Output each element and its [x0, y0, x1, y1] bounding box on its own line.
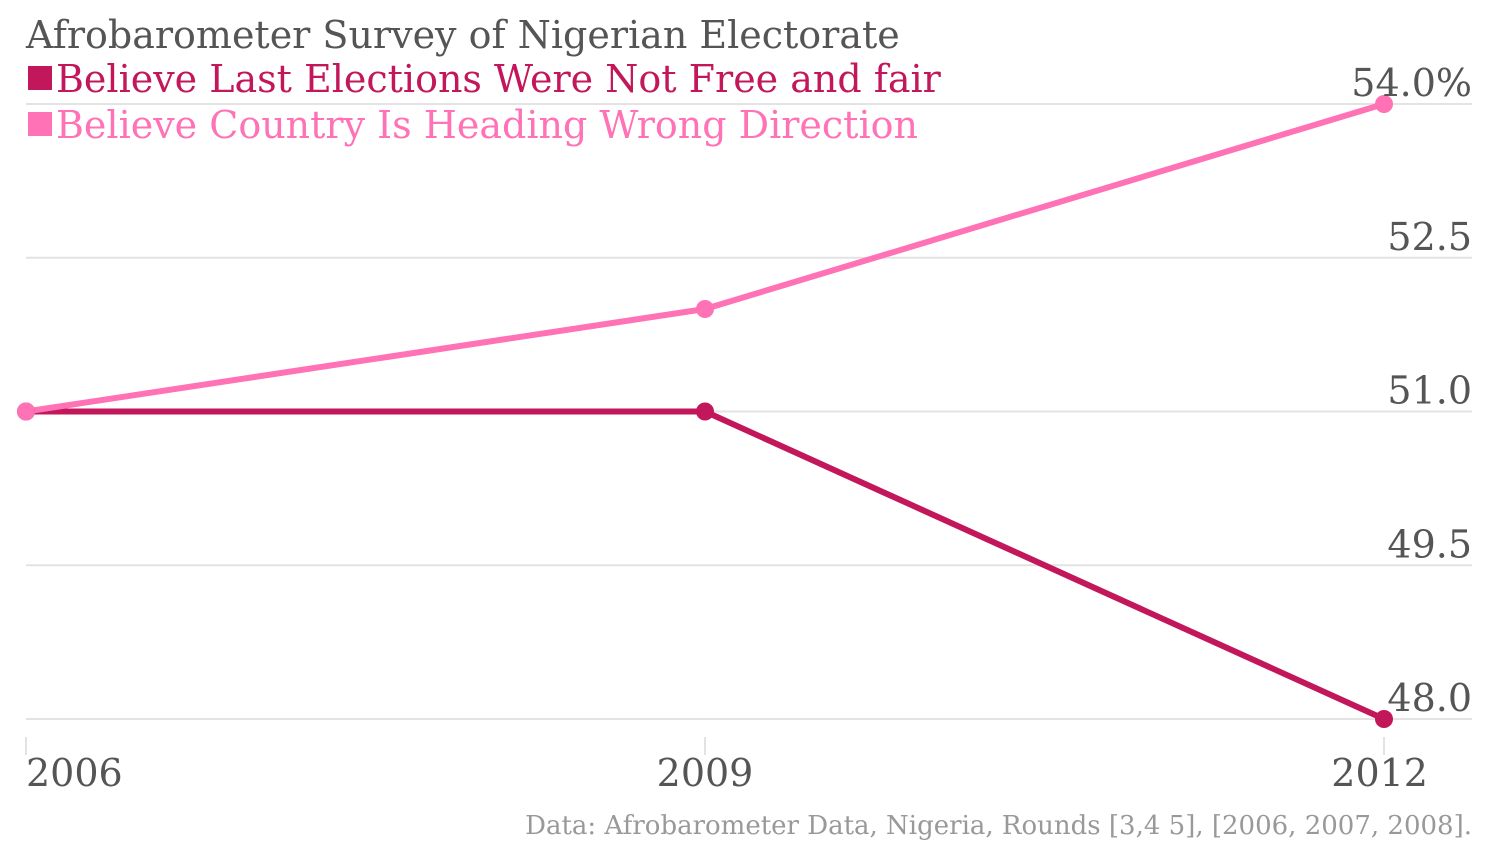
legend-swatch-elections — [28, 66, 52, 90]
data-point[interactable] — [17, 402, 35, 421]
series-points — [17, 95, 1393, 728]
y-tick-label: 49.5 — [1387, 522, 1472, 566]
data-point[interactable] — [696, 300, 714, 318]
legend-item-elections: Believe Last Elections Were Not Free and… — [28, 57, 942, 101]
legend-label-direction: Believe Country Is Heading Wrong Directi… — [56, 103, 918, 147]
legend-swatch-direction — [28, 112, 52, 136]
legend-item-direction: Believe Country Is Heading Wrong Directi… — [28, 103, 918, 147]
data-point[interactable] — [1375, 95, 1393, 113]
legend: Believe Last Elections Were Not Free and… — [28, 57, 942, 147]
chart-title: Afrobarometer Survey of Nigerian Elector… — [25, 13, 900, 57]
legend-label-elections: Believe Last Elections Were Not Free and… — [56, 57, 942, 101]
x-tick-label: 2009 — [657, 751, 754, 795]
y-tick-label: 54.0% — [1351, 61, 1472, 105]
x-ticks: 2006 2009 2012 — [25, 737, 1428, 795]
y-tick-label: 51.0 — [1387, 369, 1472, 413]
data-point[interactable] — [1375, 710, 1393, 728]
y-tick-labels: 54.0% 52.5 51.0 49.5 48.0 — [1351, 61, 1472, 720]
source-note: Data: Afrobarometer Data, Nigeria, Round… — [525, 811, 1472, 841]
data-point[interactable] — [696, 402, 714, 421]
y-tick-label: 52.5 — [1387, 215, 1472, 259]
x-tick-label: 2012 — [1331, 751, 1428, 795]
x-tick-label: 2006 — [26, 751, 123, 795]
y-tick-label: 48.0 — [1387, 676, 1472, 720]
